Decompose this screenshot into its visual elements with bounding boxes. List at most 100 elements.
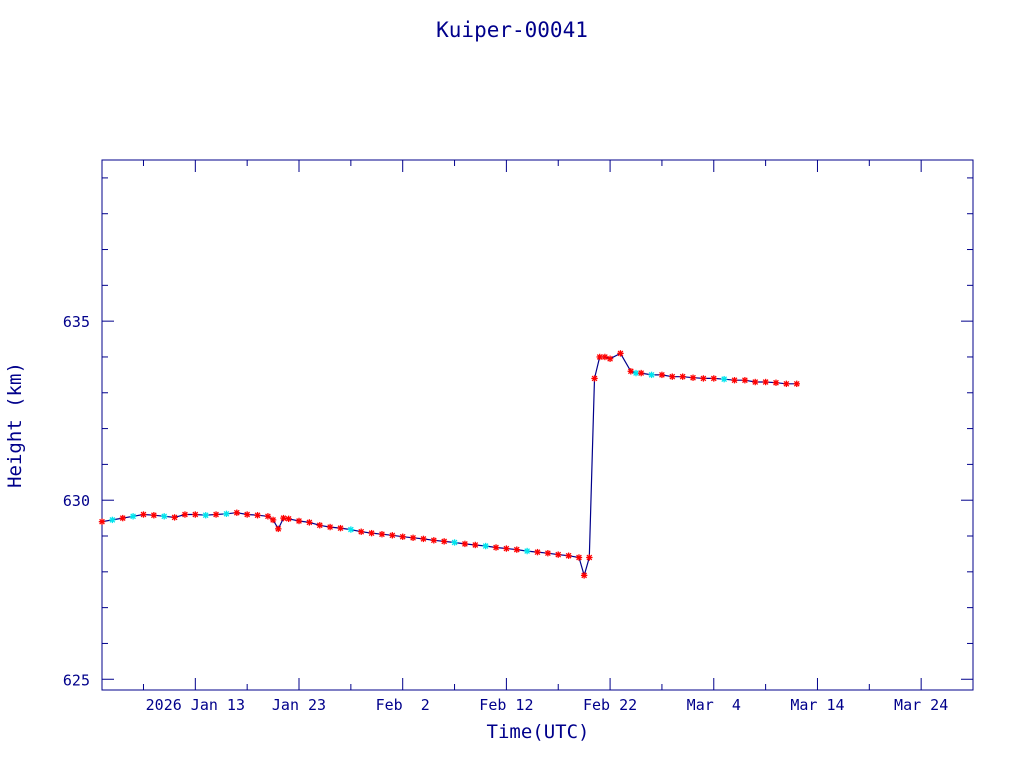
data-point-stroke xyxy=(213,511,219,518)
data-point xyxy=(637,369,645,377)
data-point xyxy=(669,373,676,380)
data-point xyxy=(731,377,738,384)
data-point-stroke xyxy=(482,543,489,549)
x-tick-label: Feb 2 xyxy=(376,696,430,714)
data-point-stroke xyxy=(545,550,551,557)
data-point-stroke xyxy=(399,533,406,540)
data-point-stroke xyxy=(710,375,717,382)
data-point xyxy=(440,538,448,545)
data-point xyxy=(171,514,178,521)
data-point-stroke xyxy=(265,513,271,520)
data-point xyxy=(580,572,588,579)
data-point xyxy=(482,542,489,550)
data-point xyxy=(648,371,655,379)
data-point-stroke xyxy=(576,554,582,561)
data-point xyxy=(358,528,365,535)
data-point xyxy=(544,550,552,557)
data-point-stroke xyxy=(233,509,240,516)
data-point xyxy=(399,533,406,540)
data-point xyxy=(409,534,417,542)
data-point xyxy=(606,355,614,362)
data-point xyxy=(430,537,438,544)
data-point xyxy=(741,377,749,384)
data-point xyxy=(269,516,277,524)
data-point-stroke xyxy=(721,376,728,383)
data-point-stroke xyxy=(679,373,686,380)
x-tick-label: Mar 24 xyxy=(894,696,948,714)
data-point xyxy=(700,375,707,382)
data-point xyxy=(192,511,199,518)
data-point xyxy=(181,511,189,518)
data-point xyxy=(420,535,427,543)
data-point xyxy=(720,375,728,383)
data-point xyxy=(586,554,593,561)
data-point xyxy=(689,374,697,381)
data-point xyxy=(233,509,240,516)
data-point xyxy=(326,523,334,531)
data-point xyxy=(679,373,686,380)
data-point-stroke xyxy=(337,525,344,531)
data-point-stroke xyxy=(451,539,458,546)
data-point-stroke xyxy=(783,380,790,387)
data-point-stroke xyxy=(472,542,479,548)
data-point-stroke xyxy=(430,537,437,544)
data-point-stroke xyxy=(700,375,707,382)
data-point-stroke xyxy=(368,530,375,537)
data-point xyxy=(523,547,531,555)
data-point-stroke xyxy=(410,534,416,541)
data-point xyxy=(555,551,562,558)
data-point xyxy=(513,546,520,553)
data-point xyxy=(306,519,313,526)
data-point xyxy=(793,380,800,388)
data-point-stroke xyxy=(591,375,598,382)
data-point xyxy=(368,529,375,537)
data-point xyxy=(275,525,282,533)
y-tick-label: 630 xyxy=(63,492,90,510)
data-point xyxy=(772,379,780,386)
data-point xyxy=(140,511,147,518)
data-point-stroke xyxy=(596,354,603,360)
data-point-stroke xyxy=(327,524,333,530)
plot-frame xyxy=(101,159,974,691)
data-point xyxy=(617,350,624,357)
data-point xyxy=(461,540,469,548)
x-axis-label: Time(UTC) xyxy=(487,721,590,743)
data-point-stroke xyxy=(773,379,779,386)
data-point-stroke xyxy=(638,370,645,376)
data-point xyxy=(658,371,666,379)
data-point-stroke xyxy=(171,514,178,521)
data-point-stroke xyxy=(607,355,613,362)
x-tick-label: Feb 12 xyxy=(479,696,533,714)
data-point xyxy=(129,513,137,520)
data-point xyxy=(243,511,251,518)
data-point-stroke xyxy=(150,512,157,519)
y-axis-label: Height (km) xyxy=(4,362,26,488)
data-point-stroke xyxy=(347,526,354,533)
data-point-stroke xyxy=(648,372,655,378)
data-point xyxy=(98,518,106,525)
x-tick-label: Mar 4 xyxy=(687,696,741,714)
data-point xyxy=(295,517,303,525)
data-point-stroke xyxy=(161,513,168,520)
data-point-stroke xyxy=(602,354,608,360)
data-point xyxy=(212,511,220,518)
data-point xyxy=(347,526,355,533)
data-point xyxy=(285,515,292,523)
data-point xyxy=(783,380,790,388)
data-point xyxy=(752,378,759,386)
data-point xyxy=(150,512,158,519)
chart-title: Kuiper-00041 xyxy=(436,18,588,42)
data-point-stroke xyxy=(586,554,593,561)
data-point xyxy=(378,531,386,538)
data-point-stroke xyxy=(633,370,639,376)
data-point-stroke xyxy=(617,350,624,357)
data-point-stroke xyxy=(109,517,116,523)
data-point-stroke xyxy=(493,544,499,551)
x-tick-label: Mar 14 xyxy=(790,696,844,714)
data-point xyxy=(109,516,116,524)
data-point-stroke xyxy=(192,511,199,518)
data-point-stroke xyxy=(513,546,520,553)
data-point xyxy=(565,552,572,559)
data-point-stroke xyxy=(254,512,261,519)
data-point-stroke xyxy=(441,538,448,545)
